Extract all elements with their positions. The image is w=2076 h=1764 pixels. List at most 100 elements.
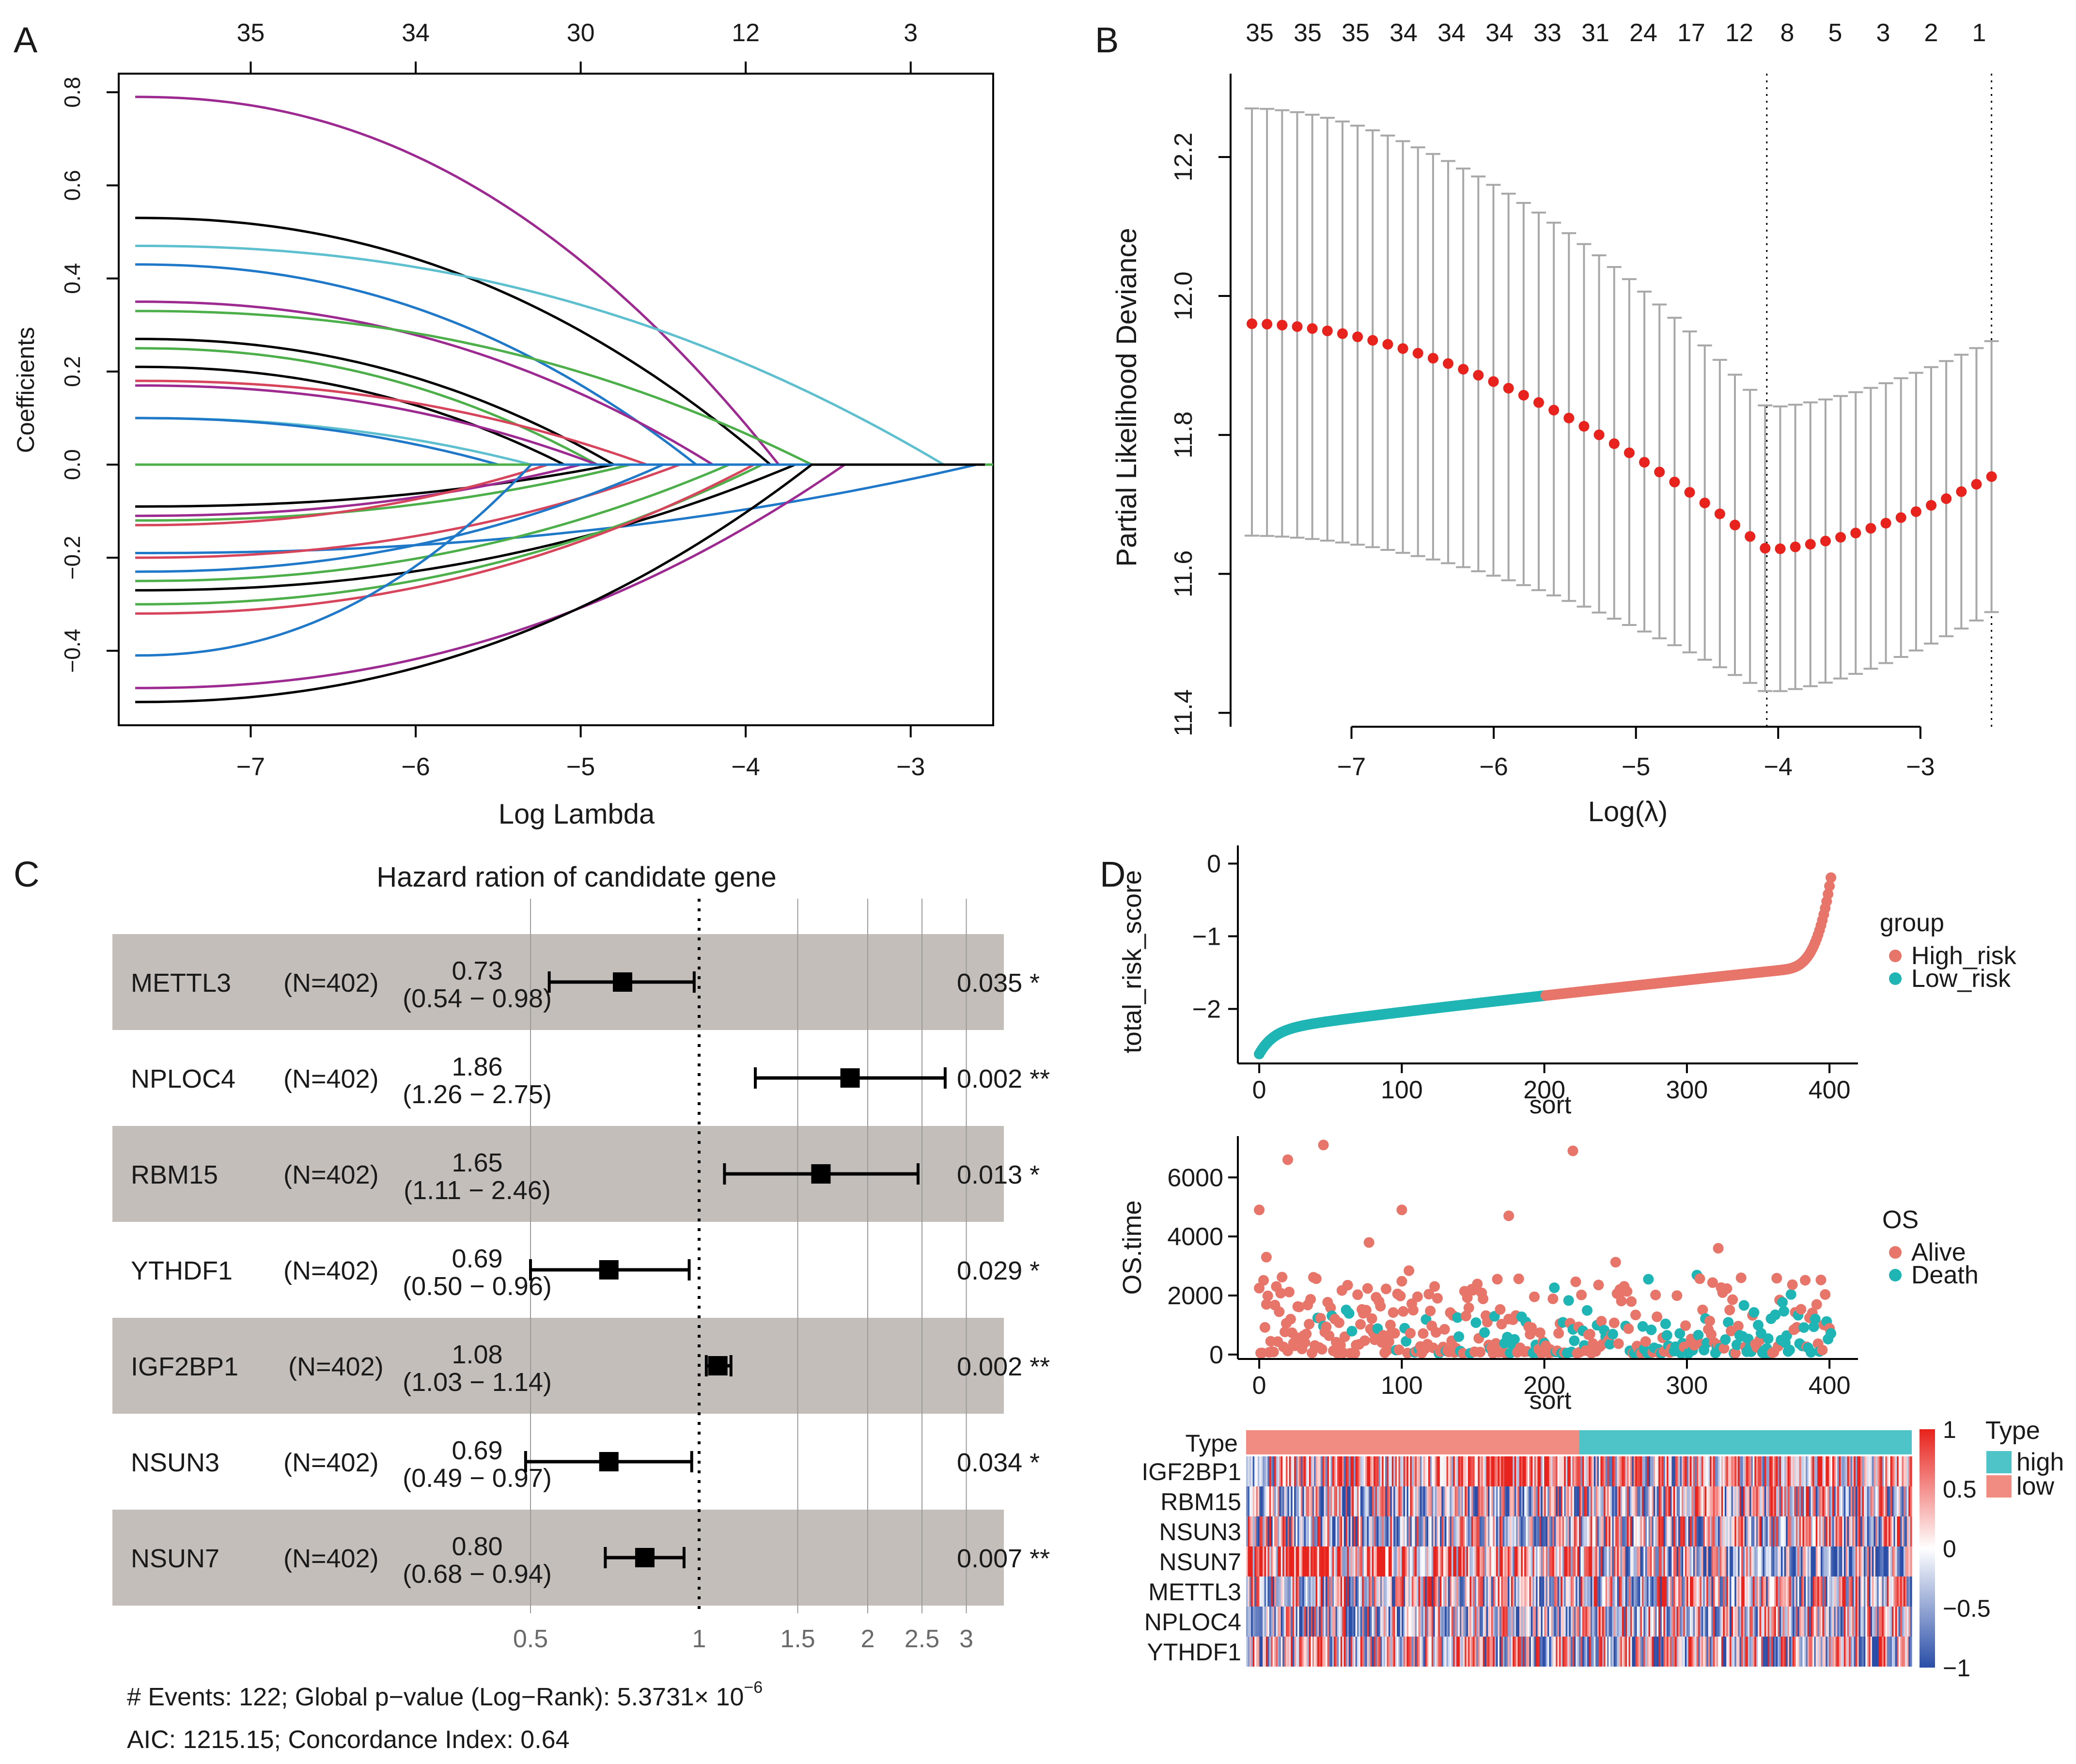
panel-d-heatmap-cell [1847, 1486, 1849, 1516]
panel-d-heatmap-cell [1542, 1637, 1545, 1667]
panel-d-heatmap-cell [1435, 1516, 1437, 1546]
panel-d-heatmap-cell [1665, 1607, 1667, 1637]
panel-d-heatmap-cell [1780, 1637, 1783, 1667]
panel-d-heatmap-cell [1602, 1607, 1604, 1637]
panel-d-heatmap-cell [1877, 1546, 1879, 1577]
panel-d-heatmap-cell [1382, 1577, 1384, 1607]
panel-d-heatmap-cell [1354, 1486, 1356, 1516]
panel-d-heatmap-cell [1542, 1486, 1545, 1516]
panel-d-heatmap-cell [1743, 1456, 1745, 1486]
panel-d-os-point-394 [1815, 1274, 1826, 1285]
panel-d-heatmap-cell [1567, 1637, 1570, 1667]
panel-d-heatmap-cell [1466, 1456, 1468, 1486]
panel-d-heatmap-cell [1451, 1637, 1453, 1667]
panel-d-heatmap-cell [1534, 1486, 1536, 1516]
panel-d-heatmap-cell [1291, 1456, 1293, 1486]
panel-d-heatmap-cell [1843, 1546, 1846, 1577]
panel-d-heatmap-cell [1319, 1546, 1321, 1577]
panel-d-heatmap-cell [1882, 1607, 1884, 1637]
panel-d-heatmap-cell [1408, 1516, 1410, 1546]
panel-d-heatmap-cell [1565, 1516, 1568, 1546]
panel-d-heatmap-cell [1767, 1637, 1770, 1667]
panel-d-heatmap-cell [1251, 1516, 1253, 1546]
panel-d-heatmap-cell [1393, 1577, 1396, 1607]
panel-d-heatmap-cell [1417, 1607, 1419, 1637]
panel-d-heatmap-cell [1834, 1637, 1836, 1667]
panel-d-heatmap-cell [1570, 1607, 1573, 1637]
panel-d-heatmap-cell [1891, 1637, 1894, 1667]
panel-b-y-tick-label-4: 12.2 [1170, 132, 1198, 181]
panel-d-heatmap-cell [1776, 1637, 1778, 1667]
panel-d-heatmap-cell [1855, 1577, 1857, 1607]
panel-d-heatmap-cell [1562, 1486, 1564, 1516]
panel-d-heatmap-cell [1550, 1546, 1553, 1577]
panel-d-heatmap-cell [1786, 1546, 1788, 1577]
panel-d-heatmap-cell [1574, 1607, 1576, 1637]
panel-d-heatmap-cell [1908, 1456, 1911, 1486]
panel-d-heatmap-cell [1797, 1486, 1800, 1516]
panel-d-heatmap-cell [1656, 1456, 1659, 1486]
panel-d-heatmap-cell [1585, 1516, 1588, 1546]
panel-d-heatmap-cell [1599, 1516, 1601, 1546]
panel-d-heatmap-cell [1502, 1516, 1505, 1546]
panel-d-heatmap-cell [1641, 1516, 1644, 1546]
panel-d-heatmap-cell [1908, 1486, 1911, 1516]
panel-c-gene-label: NPLOC4 [131, 1064, 235, 1093]
panel-d-heatmap-cell [1248, 1456, 1250, 1486]
panel-d-heatmap-cell [1549, 1516, 1551, 1546]
panel-d-heatmap-cell [1665, 1577, 1667, 1607]
panel-d-heatmap-cell [1513, 1516, 1515, 1546]
panel-d-os-point-340 [1738, 1300, 1749, 1311]
panel-d-heatmap-cell [1516, 1607, 1518, 1637]
panel-d-heatmap-cell [1832, 1607, 1834, 1637]
panel-d-heatmap-cell [1640, 1546, 1642, 1577]
panel-d-heatmap-cell [1902, 1516, 1904, 1546]
panel-d-heatmap-cell [1719, 1456, 1722, 1486]
panel-d-heatmap-cell [1284, 1546, 1286, 1577]
panel-d-heatmap-cell [1582, 1456, 1584, 1486]
panel-d-heatmap-cells [1246, 1456, 1912, 1667]
panel-d-heatmap-cell [1530, 1607, 1533, 1637]
panel-d-heatmap-cell [1315, 1637, 1318, 1667]
panel-d-heatmap-cell [1658, 1637, 1661, 1667]
panel-d-heatmap-cell [1754, 1456, 1757, 1486]
panel-d-heatmap-cell [1254, 1607, 1257, 1637]
panel-d-legend-low-risk-dot [1889, 972, 1902, 985]
panel-d-heatmap-cell [1378, 1516, 1381, 1546]
panel-d-heatmap-cell [1433, 1637, 1436, 1667]
panel-d-heatmap-cell [1491, 1456, 1493, 1486]
panel-d-heatmap-cell [1579, 1637, 1581, 1667]
panel-d-heatmap-cell [1421, 1577, 1424, 1607]
panel-d-heatmap-cell [1450, 1456, 1452, 1486]
panel-d-heatmap-cell [1509, 1456, 1512, 1486]
panel-d-heatmap-cell [1830, 1607, 1833, 1637]
panel-d-heatmap-cell [1704, 1637, 1707, 1667]
panel-d-heatmap-cell [1443, 1637, 1445, 1667]
panel-d-heatmap-cell [1693, 1516, 1695, 1546]
panel-c-hr-label: 0.69 [452, 1436, 502, 1465]
panel-d-heatmap-cell [1772, 1637, 1775, 1667]
panel-d-heatmap-cell [1549, 1456, 1551, 1486]
panel-d-heatmap-cell [1852, 1486, 1854, 1516]
panel-d-heatmap-cell [1345, 1577, 1348, 1607]
panel-d-heatmap-cell [1895, 1486, 1897, 1516]
panel-d-heatmap-cell [1854, 1516, 1856, 1546]
panel-d-heatmap-cell [1541, 1456, 1543, 1486]
panel-d-heatmap-cell [1458, 1486, 1460, 1516]
panel-d-heatmap-cell [1259, 1486, 1262, 1516]
panel-d-heatmap-cell [1378, 1456, 1381, 1486]
panel-d-heatmap-cell [1576, 1456, 1578, 1486]
panel-d-heatmap-cell [1261, 1516, 1263, 1546]
panel-a-line-path-28 [135, 463, 985, 703]
panel-d-heatmap-cell [1685, 1456, 1687, 1486]
panel-d-os-point-63 [1343, 1308, 1355, 1319]
panel-d-heatmap-cell [1291, 1516, 1293, 1546]
panel-c-hr-label: 0.69 [452, 1244, 502, 1273]
panel-c-ci-label: (0.50 − 0.96) [403, 1272, 552, 1301]
panel-d-heatmap-cell [1428, 1607, 1430, 1637]
panel-d-heatmap-cell [1408, 1637, 1410, 1667]
panel-d-heatmap-cell [1339, 1516, 1341, 1546]
panel-d-heatmap-cell [1406, 1577, 1409, 1607]
panel-d-heatmap-cell [1370, 1607, 1373, 1637]
